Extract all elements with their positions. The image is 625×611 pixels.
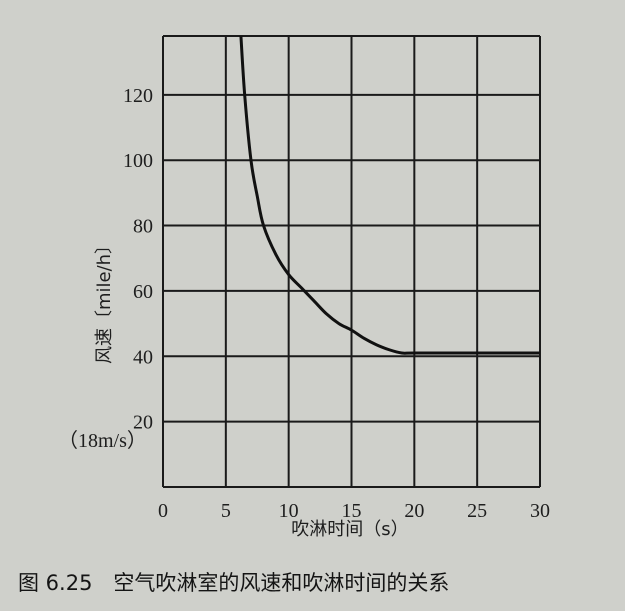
x-tick-label: 20 — [404, 500, 424, 522]
x-tick-label: 15 — [342, 500, 362, 522]
x-tick-label: 5 — [221, 500, 231, 522]
y-annotation: （18m/s） — [58, 429, 147, 452]
grid — [162, 35, 541, 488]
x-tick-label: 10 — [279, 500, 299, 522]
x-tick-label: 30 — [530, 500, 550, 522]
figure-caption: 图 6.25 空气吹淋室的风速和吹淋时间的关系 — [18, 571, 449, 595]
y-tick-label: 120 — [123, 85, 153, 107]
x-axis-label: 吹淋时间（s） — [291, 519, 408, 540]
x-tick-label: 25 — [467, 500, 487, 522]
data-line — [239, 35, 540, 355]
y-axis-label: 风速〔mile/h〕 — [94, 236, 115, 364]
y-tick-label: 100 — [123, 150, 153, 172]
y-tick-label: 40 — [133, 346, 153, 368]
y-tick-label: 20 — [133, 412, 153, 434]
y-tick-label: 80 — [133, 216, 153, 238]
y-tick-label: 60 — [133, 281, 153, 303]
x-tick-label: 0 — [158, 500, 168, 522]
